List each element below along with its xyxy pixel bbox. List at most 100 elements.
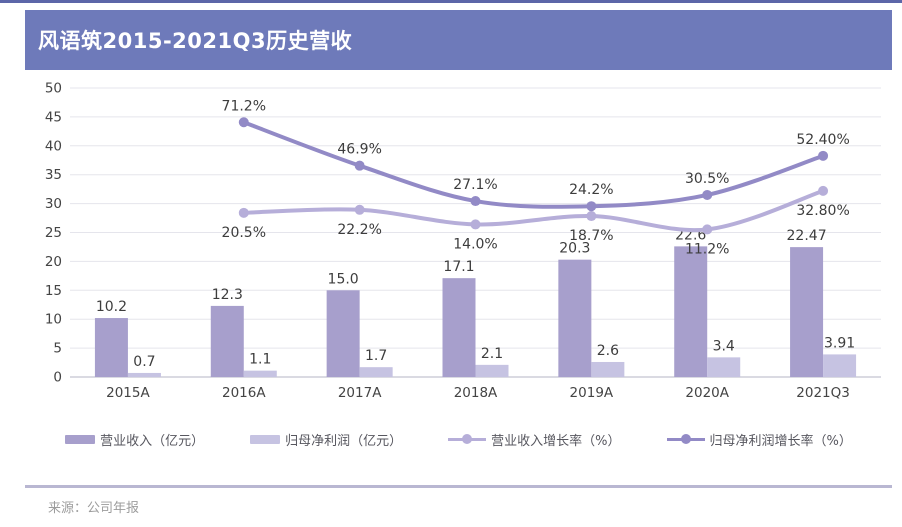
line-point	[818, 150, 829, 161]
line-point	[586, 201, 597, 212]
bar-value-label: 10.2	[96, 299, 127, 315]
bar-series-1	[127, 354, 857, 377]
legend-item-label: 营业收入（亿元）	[100, 433, 205, 449]
legend-item-label: 营业收入增长率（%）	[491, 433, 621, 449]
y-tick-label: 15	[45, 283, 62, 299]
y-tick-label: 25	[45, 225, 62, 241]
line-path	[241, 120, 826, 209]
y-tick-label: 10	[45, 312, 62, 328]
bar-series-0	[94, 246, 824, 377]
bar-value-label: 0.7	[133, 354, 155, 370]
legend-bar-swatch-icon	[250, 434, 281, 444]
y-tick-label: 0	[53, 370, 62, 386]
line-point	[238, 117, 249, 128]
y-tick-label: 40	[45, 138, 62, 154]
x-axis-label: 2016A	[222, 385, 266, 401]
bar-value-label: 2.6	[597, 343, 619, 359]
y-tick-label: 35	[45, 167, 62, 183]
y-tick-label: 5	[53, 341, 62, 357]
footer-divider	[25, 485, 892, 488]
bar-value-label: 20.3	[559, 241, 590, 257]
legend-line-swatch-icon	[448, 434, 487, 444]
line-point	[238, 207, 249, 218]
line-series-1	[238, 117, 829, 212]
bar	[475, 364, 509, 377]
line-point-label: 30.5%	[685, 171, 729, 187]
page-title: 风语筑2015-2021Q3历史营收	[38, 29, 353, 53]
line-point-label: 24.2%	[569, 182, 613, 198]
y-tick-label: 30	[45, 196, 62, 212]
bar-value-label: 1.1	[249, 352, 271, 368]
x-axis-label: 2017A	[338, 385, 382, 401]
legend-bar-swatch-icon	[65, 434, 96, 444]
bar	[359, 367, 393, 377]
bar-value-label: 1.7	[365, 348, 387, 364]
bar-value-label: 3.4	[713, 338, 735, 354]
line-series-1-labels: 71.2% 46.9% 27.1% 24.2% 30.5% 52.40%	[222, 98, 850, 198]
line-point-label: 22.2%	[337, 222, 381, 238]
bar	[707, 357, 741, 377]
chart-legend: 营业收入（亿元） 归母净利润（亿元） 营业收入增长率（%） 归母净利润增长率（%）	[25, 428, 892, 450]
bar-value-label: 12.3	[212, 287, 243, 303]
line-point	[586, 211, 597, 222]
line-point	[818, 185, 829, 196]
bar-value-label: 15.0	[328, 271, 359, 287]
x-axis-labels: 2015A 2016A 2017A 2018A 2019A 2020A 2021Q3	[106, 385, 850, 401]
bar	[790, 247, 824, 377]
line-point-label: 27.1%	[453, 177, 497, 193]
x-axis-label: 2021Q3	[796, 385, 850, 401]
bar	[127, 372, 161, 377]
source-note: 来源：公司年报	[48, 501, 140, 516]
bar	[442, 278, 476, 377]
bar	[823, 354, 857, 377]
bar	[94, 318, 128, 377]
line-point	[354, 204, 365, 215]
bar	[326, 290, 360, 377]
bar	[243, 370, 277, 377]
y-tick-label: 50	[45, 81, 62, 97]
bar	[210, 305, 244, 377]
x-axis-label: 2018A	[454, 385, 498, 401]
line-point	[354, 160, 365, 171]
line-point-label: 32.80%	[796, 203, 849, 219]
legend-item-2: 营业收入增长率（%）	[448, 430, 621, 449]
bar-value-label: 22.47	[787, 228, 827, 244]
legend-item-1: 归母净利润（亿元）	[250, 430, 402, 449]
bar	[591, 361, 625, 377]
line-point-label: 71.2%	[222, 98, 266, 114]
line-point	[702, 189, 713, 200]
line-point	[470, 219, 481, 230]
line-point-label: 14.0%	[453, 236, 497, 252]
x-axis-label: 2015A	[106, 385, 150, 401]
y-tick-label: 20	[45, 254, 62, 270]
top-accent-bar	[0, 0, 902, 3]
line-point-label: 18.7%	[569, 228, 613, 244]
line-point-label: 52.40%	[796, 132, 849, 148]
legend-item-label: 归母净利润（亿元）	[285, 433, 403, 449]
bar-value-label: 17.1	[443, 259, 474, 275]
legend-item-label: 归母净利润增长率（%）	[709, 433, 852, 449]
line-series-0	[238, 185, 829, 235]
line-point	[702, 224, 713, 235]
y-tick-label: 45	[45, 109, 62, 125]
x-axis-label: 2020A	[685, 385, 729, 401]
chart-title-bar: 风语筑2015-2021Q3历史营收	[25, 10, 892, 70]
line-point-label: 46.9%	[337, 142, 381, 158]
line-series-0-labels: 20.5% 22.2% 14.0% 18.7% 11.2% 32.80%	[222, 203, 850, 258]
line-point-label: 11.2%	[685, 241, 729, 257]
legend-line-swatch-icon	[666, 434, 705, 444]
line-point	[470, 196, 481, 207]
line-point-label: 20.5%	[222, 225, 266, 241]
x-axis-label: 2019A	[570, 385, 614, 401]
line-path	[241, 188, 826, 233]
bar	[674, 246, 708, 377]
bar-series-1-labels: 0.7 1.1 1.7 2.1 2.6 3.4 3.91	[133, 335, 855, 370]
bar	[558, 259, 592, 377]
legend-item-3: 归母净利润增长率（%）	[666, 430, 852, 449]
y-axis-labels: 0 5 10 15 20 25 30 35 40 45 50	[45, 81, 62, 386]
bar-value-label: 3.91	[824, 335, 855, 351]
legend-item-0: 营业收入（亿元）	[65, 430, 204, 449]
bar-value-label: 2.1	[481, 346, 503, 362]
